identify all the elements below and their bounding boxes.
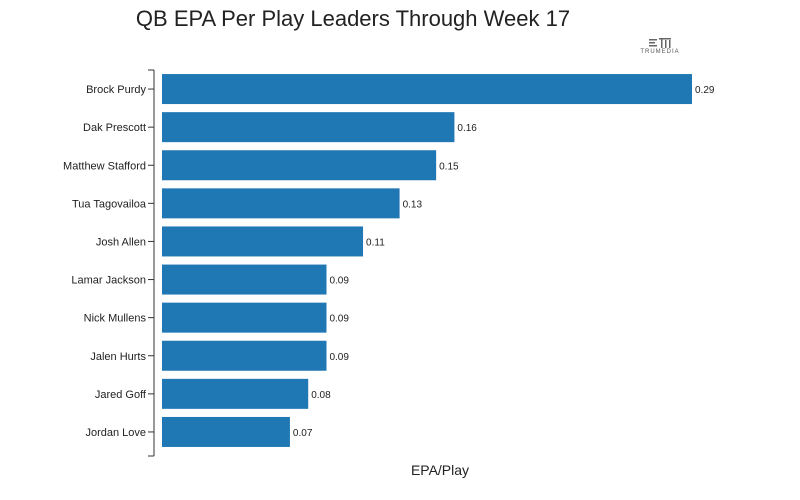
bar-value-label: 0.09 [329,352,349,363]
bar [162,378,309,409]
bar [162,340,327,371]
bar-value-label: 0.13 [403,199,423,210]
y-axis: Brock Purdy Dak Prescott Matthew Stafford T… [63,69,155,457]
y-tick-label: Josh Allen [96,236,146,248]
bar [162,416,290,447]
x-axis-label: EPA/Play [410,462,470,478]
bars: 0.29 0.16 0.15 0.13 0.11 0.09 0.09 0.09 0.08 0.07 [162,74,715,447]
bar-value-label: 0.09 [329,276,349,287]
y-tick-label: Lamar Jackson [71,275,146,287]
bar-value-label: 0.11 [366,237,385,248]
logo-text: TRUMEDIA [640,49,680,55]
bar-value-label: 0.07 [293,428,313,439]
bar [162,264,327,295]
bar [162,112,455,143]
y-tick-label: Tua Tagovailoa [72,198,147,210]
trumedia-logo: TRUMEDIA [640,38,680,60]
bar [162,74,692,105]
trumedia-logo-icon [649,38,671,48]
y-tick-label: Jared Goff [95,389,147,401]
bar [162,302,327,333]
chart-title: QB EPA Per Play Leaders Through Week 17 [135,6,571,31]
bar-value-label: 0.15 [439,161,459,172]
bar-value-label: 0.29 [695,85,715,96]
y-tick-label: Matthew Stafford [63,160,146,172]
bar [162,226,364,257]
bar-value-label: 0.08 [311,390,331,401]
y-tick-label: Dak Prescott [83,122,146,134]
bar-value-label: 0.16 [457,123,477,134]
y-tick-label: Jordan Love [85,427,146,439]
y-tick-label: Brock Purdy [86,84,146,96]
bar-value-label: 0.09 [329,314,349,325]
bar [162,150,437,181]
y-tick-label: Nick Mullens [84,313,147,325]
y-tick-label: Jalen Hurts [90,351,146,363]
bar [162,188,400,219]
